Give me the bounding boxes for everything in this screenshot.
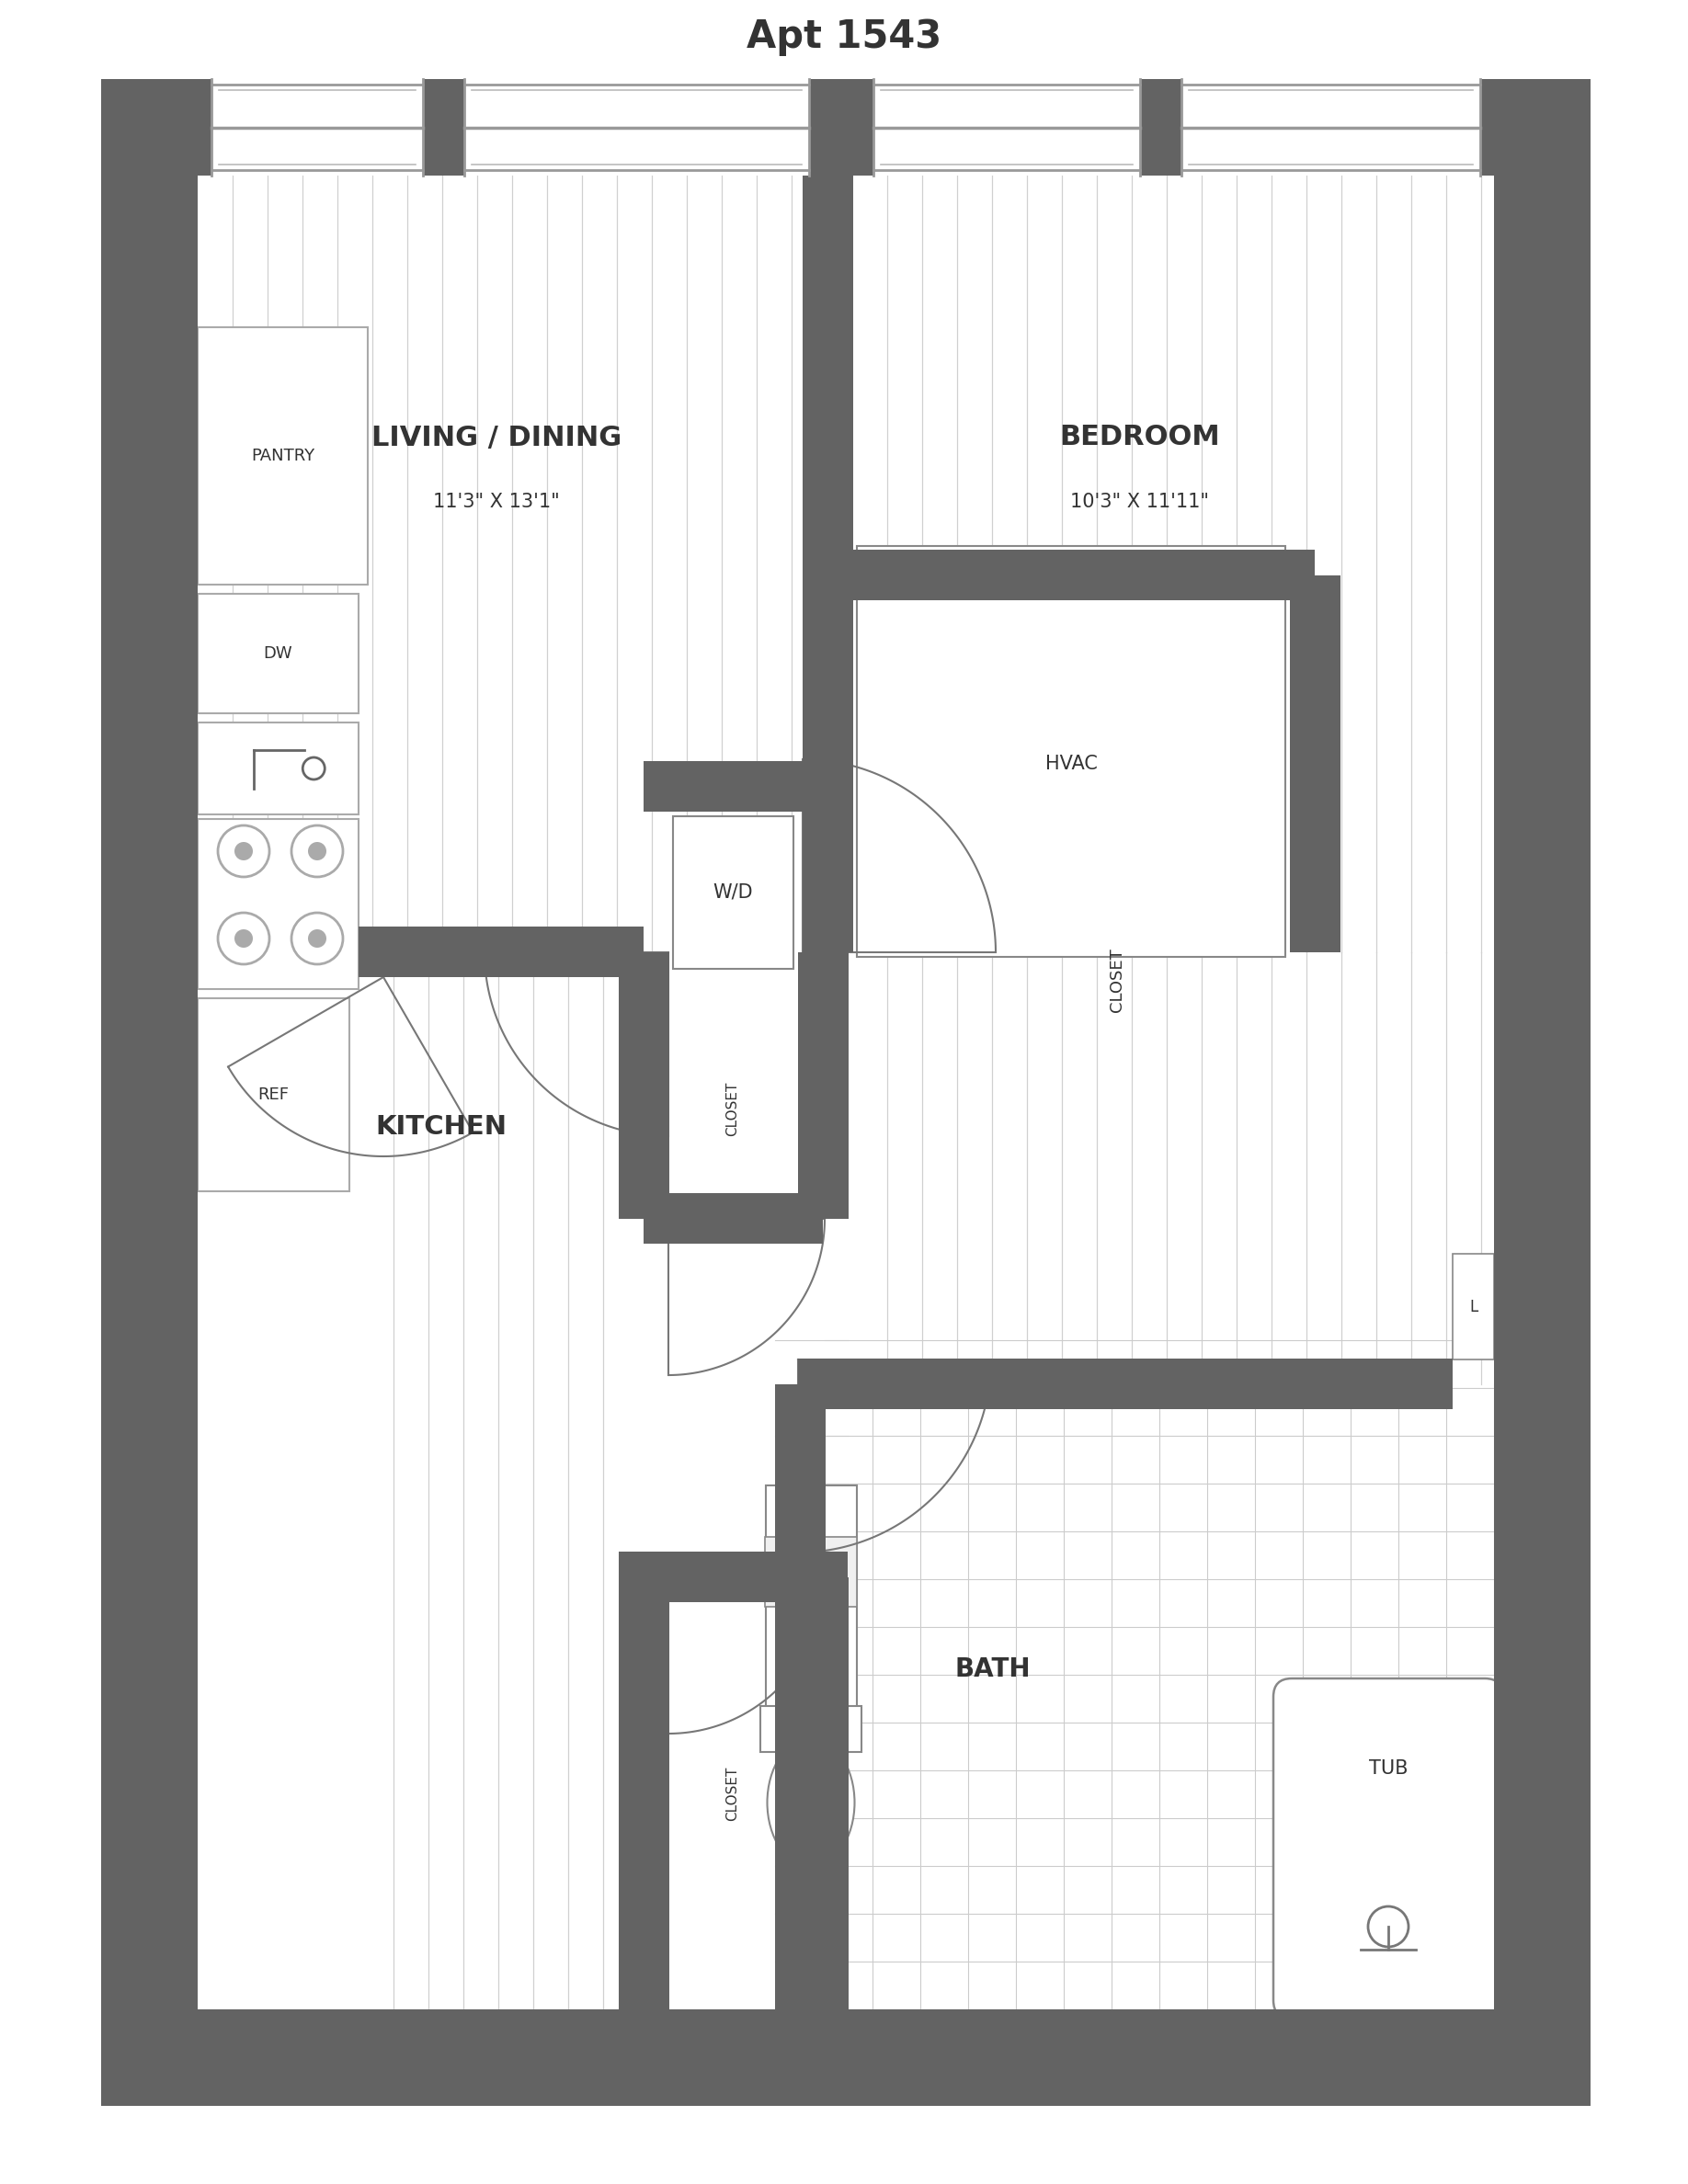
- Bar: [197, 998, 349, 1190]
- Text: 11'3" X 13'1": 11'3" X 13'1": [434, 494, 560, 511]
- Bar: [775, 1385, 825, 2009]
- Bar: [197, 723, 358, 815]
- Text: W/D: W/D: [712, 882, 753, 902]
- Bar: [766, 1485, 858, 1743]
- Bar: [1453, 1254, 1494, 1358]
- Bar: [858, 546, 1285, 957]
- Text: HVAC: HVAC: [1045, 756, 1097, 773]
- Bar: [197, 819, 358, 989]
- Bar: [760, 1706, 861, 1752]
- Bar: [358, 926, 643, 976]
- Bar: [197, 594, 358, 714]
- Bar: [674, 817, 793, 970]
- FancyBboxPatch shape: [1273, 1679, 1504, 2018]
- Bar: [798, 1358, 800, 1409]
- Bar: [765, 1538, 858, 1607]
- Text: REF: REF: [258, 1085, 289, 1103]
- Bar: [464, 79, 809, 175]
- Text: CLOSET: CLOSET: [726, 1081, 739, 1136]
- Text: BATH: BATH: [955, 1655, 1031, 1682]
- Ellipse shape: [768, 1738, 854, 1867]
- Circle shape: [235, 930, 253, 948]
- Bar: [101, 2009, 1590, 2105]
- Bar: [852, 1358, 1315, 1409]
- Text: TUB: TUB: [1369, 1758, 1408, 1778]
- Text: CLOSET: CLOSET: [1109, 948, 1126, 1011]
- Bar: [802, 175, 852, 952]
- Text: 10'3" X 11'11": 10'3" X 11'11": [1070, 494, 1210, 511]
- Text: L: L: [1469, 1299, 1477, 1315]
- Text: BEDROOM: BEDROOM: [1060, 424, 1220, 450]
- Bar: [101, 79, 197, 2105]
- Text: KITCHEN: KITCHEN: [375, 1114, 506, 1140]
- Bar: [1494, 79, 1590, 2105]
- Bar: [798, 1577, 849, 2009]
- Bar: [798, 952, 849, 1219]
- Bar: [197, 328, 368, 585]
- Bar: [873, 79, 1139, 175]
- Bar: [643, 1192, 822, 1243]
- Circle shape: [235, 843, 253, 860]
- Bar: [1290, 574, 1340, 952]
- Bar: [101, 79, 1590, 175]
- Text: LIVING / DINING: LIVING / DINING: [371, 424, 621, 450]
- Bar: [619, 952, 670, 1219]
- Circle shape: [1367, 1907, 1408, 1946]
- Text: PANTRY: PANTRY: [252, 448, 314, 465]
- Bar: [852, 550, 1315, 601]
- Bar: [800, 1358, 1453, 1409]
- Bar: [1182, 79, 1480, 175]
- Text: DW: DW: [263, 644, 292, 662]
- Circle shape: [307, 843, 326, 860]
- Text: CLOSET: CLOSET: [726, 1767, 739, 1821]
- Bar: [619, 1551, 847, 1603]
- Text: Apt 1543: Apt 1543: [746, 17, 942, 57]
- Bar: [643, 760, 822, 812]
- Circle shape: [307, 930, 326, 948]
- Bar: [619, 1577, 670, 2009]
- Bar: [211, 79, 424, 175]
